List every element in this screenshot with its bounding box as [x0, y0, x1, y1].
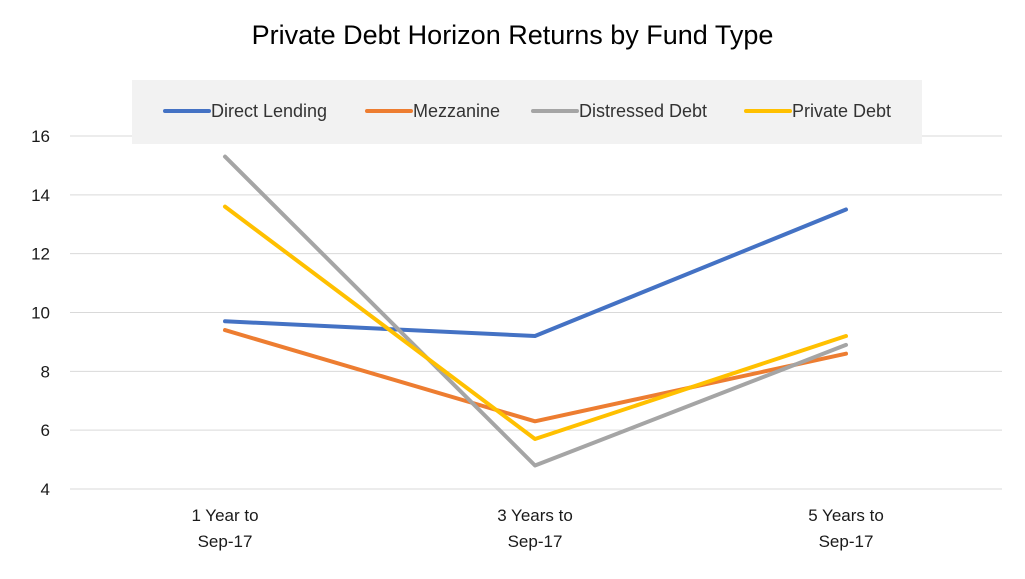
chart-title: Private Debt Horizon Returns by Fund Typ… [251, 20, 774, 50]
y-tick-label: 14 [31, 186, 50, 205]
series-line-private-debt [223, 204, 848, 441]
legend-label-private-debt: Private Debt [792, 101, 891, 121]
y-tick-label: 4 [41, 480, 50, 499]
legend-label-distressed-debt: Distressed Debt [579, 101, 707, 121]
x-tick-label: 1 Year to Sep-17 [191, 506, 258, 551]
legend-label-mezzanine: Mezzanine [413, 101, 500, 121]
legend-label-direct-lending: Direct Lending [211, 101, 327, 121]
series-line-direct-lending [223, 207, 848, 338]
legend: Direct Lending Mezzanine Distressed Debt Pr… [132, 80, 922, 144]
gridlines [70, 135, 1002, 490]
y-axis-tick-labels: 4 6 8 10 12 14 16 [31, 127, 50, 499]
series-line-distressed-debt [223, 154, 848, 468]
x-axis-tick-labels: 1 Year to Sep-17 3 Years to Sep-17 5 Years t… [191, 506, 883, 551]
x-tick-label: 3 Years to Sep-17 [497, 506, 573, 551]
y-tick-label: 12 [31, 245, 50, 264]
y-tick-label: 6 [41, 421, 50, 440]
x-tick-label: 5 Years to Sep-17 [808, 506, 884, 551]
y-tick-label: 8 [41, 362, 50, 381]
series-lines [223, 154, 848, 468]
y-tick-label: 16 [31, 127, 50, 146]
series-line-mezzanine [223, 328, 848, 424]
y-tick-label: 10 [31, 304, 50, 323]
